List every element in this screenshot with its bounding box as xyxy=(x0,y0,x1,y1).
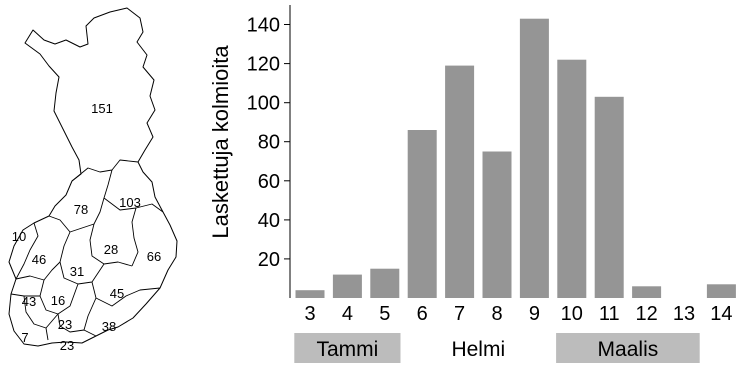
bar-week-8 xyxy=(482,151,512,298)
month-label-tammi: Tammi xyxy=(316,338,378,361)
region-label-kainuu: 103 xyxy=(119,195,141,210)
y-axis-label: Laskettuja kolmioita xyxy=(208,45,233,239)
region-label-satakunta: 43 xyxy=(22,294,36,309)
month-band-maalis xyxy=(556,333,700,363)
border-pohjois-savo-west xyxy=(89,223,133,267)
bar-week-6 xyxy=(407,130,437,298)
bars xyxy=(295,18,736,299)
region-label-pohjois-savo: 28 xyxy=(104,242,118,257)
bar-week-3 xyxy=(295,290,325,298)
x-tick-label-14: 14 xyxy=(710,303,732,325)
finland-map: 151 103 78 10 46 31 28 66 43 16 45 23 38… xyxy=(8,7,178,353)
month-bands: Tammi Helmi Maalis xyxy=(294,333,700,363)
x-tick-label-6: 6 xyxy=(417,303,428,325)
region-label-etela-pohjanmaa: 46 xyxy=(32,252,46,267)
y-tick-label-80: 80 xyxy=(258,132,280,154)
region-label-keski-suomi: 31 xyxy=(70,264,84,279)
bar-chart: Tammi Helmi Maalis 20 40 60 80 100 120 140 3 4 5 6 7… xyxy=(208,5,736,363)
x-tick-label-8: 8 xyxy=(491,303,502,325)
finland-outline xyxy=(8,7,178,347)
x-tick-label-13: 13 xyxy=(673,303,695,325)
region-label-pohjois-karjala: 66 xyxy=(147,249,161,264)
region-label-kymenlaakso: 38 xyxy=(102,319,116,334)
x-tick-label-3: 3 xyxy=(304,303,315,325)
bar-week-4 xyxy=(332,274,362,298)
region-label-uusimaa: 23 xyxy=(60,338,74,353)
y-tick-label-140: 140 xyxy=(247,15,280,37)
border-satakunta xyxy=(10,279,45,297)
border-kymenlaakso xyxy=(83,297,97,331)
y-tick-label-120: 120 xyxy=(247,54,280,76)
y-tick-label-60: 60 xyxy=(258,171,280,193)
x-tick-label-7: 7 xyxy=(454,303,465,325)
bar-week-12 xyxy=(632,286,662,298)
region-label-pirkanmaa: 16 xyxy=(51,293,65,308)
month-label-maalis: Maalis xyxy=(598,338,659,361)
bar-week-11 xyxy=(594,96,624,298)
y-tick-label-100: 100 xyxy=(247,93,280,115)
border-pohjois-savo-east xyxy=(131,207,139,267)
bar-week-9 xyxy=(519,18,549,298)
border-uusimaa-west xyxy=(45,327,49,341)
bar-week-5 xyxy=(370,268,400,298)
region-label-pohjois-pohjanmaa: 78 xyxy=(74,202,88,217)
bar-week-7 xyxy=(445,65,475,298)
month-label-helmi: Helmi xyxy=(451,338,505,361)
x-ticks: 3 4 5 6 7 8 9 10 11 12 13 14 xyxy=(304,303,732,325)
x-tick-label-9: 9 xyxy=(529,303,540,325)
region-label-varsinais-suomi: 7 xyxy=(21,330,28,345)
y-tick-label-40: 40 xyxy=(258,210,280,232)
border-varsinais-suomi xyxy=(23,295,59,329)
x-tick-label-10: 10 xyxy=(561,303,583,325)
x-tick-label-11: 11 xyxy=(599,303,620,325)
region-label-lappi: 151 xyxy=(91,101,113,116)
x-tick-label-5: 5 xyxy=(379,303,390,325)
month-band-tammi xyxy=(294,333,401,363)
y-tick-label-20: 20 xyxy=(258,249,280,271)
region-label-etela-savo: 45 xyxy=(110,286,124,301)
region-label-pohjanmaa: 10 xyxy=(12,229,26,244)
border-etela-savo xyxy=(91,281,161,307)
border-lappi-south xyxy=(71,159,139,182)
border-pohjanmaa-east xyxy=(15,222,39,280)
bar-week-10 xyxy=(557,59,587,299)
x-tick-label-4: 4 xyxy=(342,303,353,325)
region-label-hame: 23 xyxy=(58,317,72,332)
bar-week-14 xyxy=(706,284,736,298)
border-hame xyxy=(57,313,97,337)
y-ticks: 20 40 60 80 100 120 140 xyxy=(247,15,290,271)
x-tick-label-12: 12 xyxy=(635,303,657,325)
